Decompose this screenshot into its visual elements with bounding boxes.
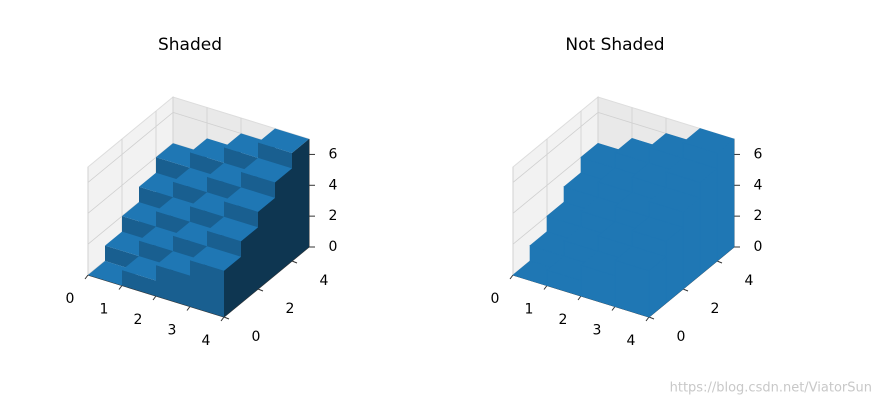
bar-face	[241, 157, 292, 183]
tick-mark	[509, 274, 514, 280]
tick-mark	[84, 274, 89, 280]
y-tick-label: 2	[711, 301, 720, 317]
tick-mark	[682, 288, 689, 292]
tick-mark	[645, 316, 650, 322]
x-tick-label: 3	[593, 323, 602, 339]
x-tick-label: 2	[134, 312, 143, 328]
tick-mark	[611, 306, 616, 311]
subplot: Not Shaded 0 1 2 3 4 0 2 4 0 2 4 6	[491, 35, 763, 349]
tick-mark	[186, 306, 191, 311]
bar-face	[190, 260, 224, 317]
y-tick-label: 2	[286, 301, 295, 317]
tick-mark	[220, 316, 225, 322]
subplot: Shaded 0 1 2 3 4 0 2 4 0 2 4 6	[66, 35, 338, 349]
bar-face	[631, 216, 684, 242]
tick-mark	[118, 285, 123, 290]
x-tick-label: 0	[66, 291, 75, 307]
bar-face	[122, 270, 156, 296]
bar	[614, 245, 667, 318]
bar-face	[190, 246, 241, 271]
bar	[190, 246, 241, 317]
tick-mark	[257, 288, 264, 292]
bar-face	[156, 265, 190, 307]
tick-mark	[716, 260, 723, 264]
bar-face	[716, 138, 735, 262]
bar-face	[699, 167, 718, 276]
z-tick-label: 6	[329, 146, 338, 162]
watermark: https://blog.csdn.net/ViatorSun	[670, 381, 872, 396]
tick-mark	[577, 295, 582, 301]
z-tick-label: 6	[754, 146, 763, 162]
z-tick-label: 2	[754, 208, 763, 224]
z-tick-label: 4	[329, 177, 338, 193]
bar-face	[275, 168, 292, 275]
subplot-title: Not Shaded	[565, 35, 664, 55]
y-tick-label: 4	[320, 273, 329, 289]
grid-line	[87, 112, 174, 183]
tick-mark	[291, 260, 298, 264]
x-tick-label: 4	[627, 333, 636, 349]
tick-mark	[648, 316, 655, 320]
y-tick-label: 0	[677, 329, 686, 345]
x-tick-label: 1	[100, 302, 109, 318]
x-tick-label: 1	[525, 302, 534, 318]
tick-mark	[543, 285, 548, 290]
bar-face	[648, 187, 701, 213]
tick-mark	[223, 316, 230, 320]
x-tick-label: 2	[559, 312, 568, 328]
bar-face	[614, 245, 667, 272]
bar-face	[682, 128, 735, 154]
subplot-title: Shaded	[158, 35, 222, 55]
z-tick-label: 0	[329, 239, 338, 255]
z-tick-label: 4	[754, 177, 763, 193]
bar-face	[258, 128, 309, 153]
z-tick-label: 0	[754, 239, 763, 255]
grid-line	[512, 112, 599, 183]
y-tick-label: 0	[252, 329, 261, 345]
bar-face	[224, 187, 275, 212]
bar-face	[224, 256, 241, 317]
bar-face	[682, 197, 701, 290]
bar-face	[258, 197, 275, 289]
bar-face	[292, 139, 309, 261]
bar-face	[665, 157, 718, 183]
z-tick-label: 2	[329, 208, 338, 224]
x-tick-label: 0	[491, 291, 500, 307]
y-tick-label: 4	[745, 273, 754, 289]
bar-face	[207, 216, 258, 242]
tick-mark	[152, 295, 157, 301]
x-tick-label: 4	[202, 333, 211, 349]
x-tick-label: 3	[168, 323, 177, 339]
bar-face	[241, 227, 258, 303]
